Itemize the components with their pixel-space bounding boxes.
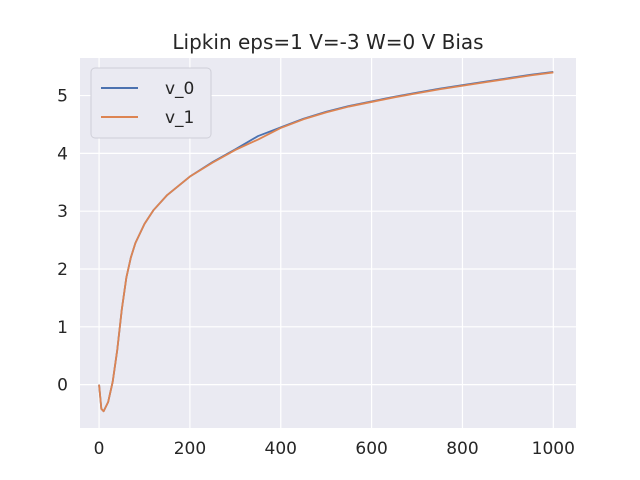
series-line-v_1: [98, 71, 554, 413]
chart-title: Lipkin eps=1 V=-3 W=0 V Bias: [172, 30, 483, 54]
y-tick-label: 0: [57, 376, 68, 396]
legend-label: v_0: [165, 79, 194, 99]
series-lines: [98, 70, 554, 413]
y-tick-label: 1: [57, 318, 68, 338]
x-tick-label: 600: [355, 439, 387, 459]
grid: [80, 58, 576, 428]
x-tick-label: 800: [446, 439, 478, 459]
y-tick-label: 2: [57, 260, 68, 280]
x-tick-label: 200: [174, 439, 206, 459]
y-tick-labels: 0 1 2 3 4 5: [57, 87, 68, 396]
legend-box: [90, 67, 212, 139]
legend-label: v_1: [165, 108, 194, 128]
legend: v_0v_1: [90, 67, 212, 139]
y-tick-label: 5: [57, 87, 68, 107]
x-tick-label: 400: [265, 439, 297, 459]
y-tick-label: 3: [57, 202, 68, 222]
x-tick-label: 1000: [532, 439, 575, 459]
y-tick-label: 4: [57, 144, 68, 164]
x-tick-label: 0: [94, 439, 105, 459]
x-tick-labels: 0 200 400 600 800 1000: [94, 439, 575, 459]
